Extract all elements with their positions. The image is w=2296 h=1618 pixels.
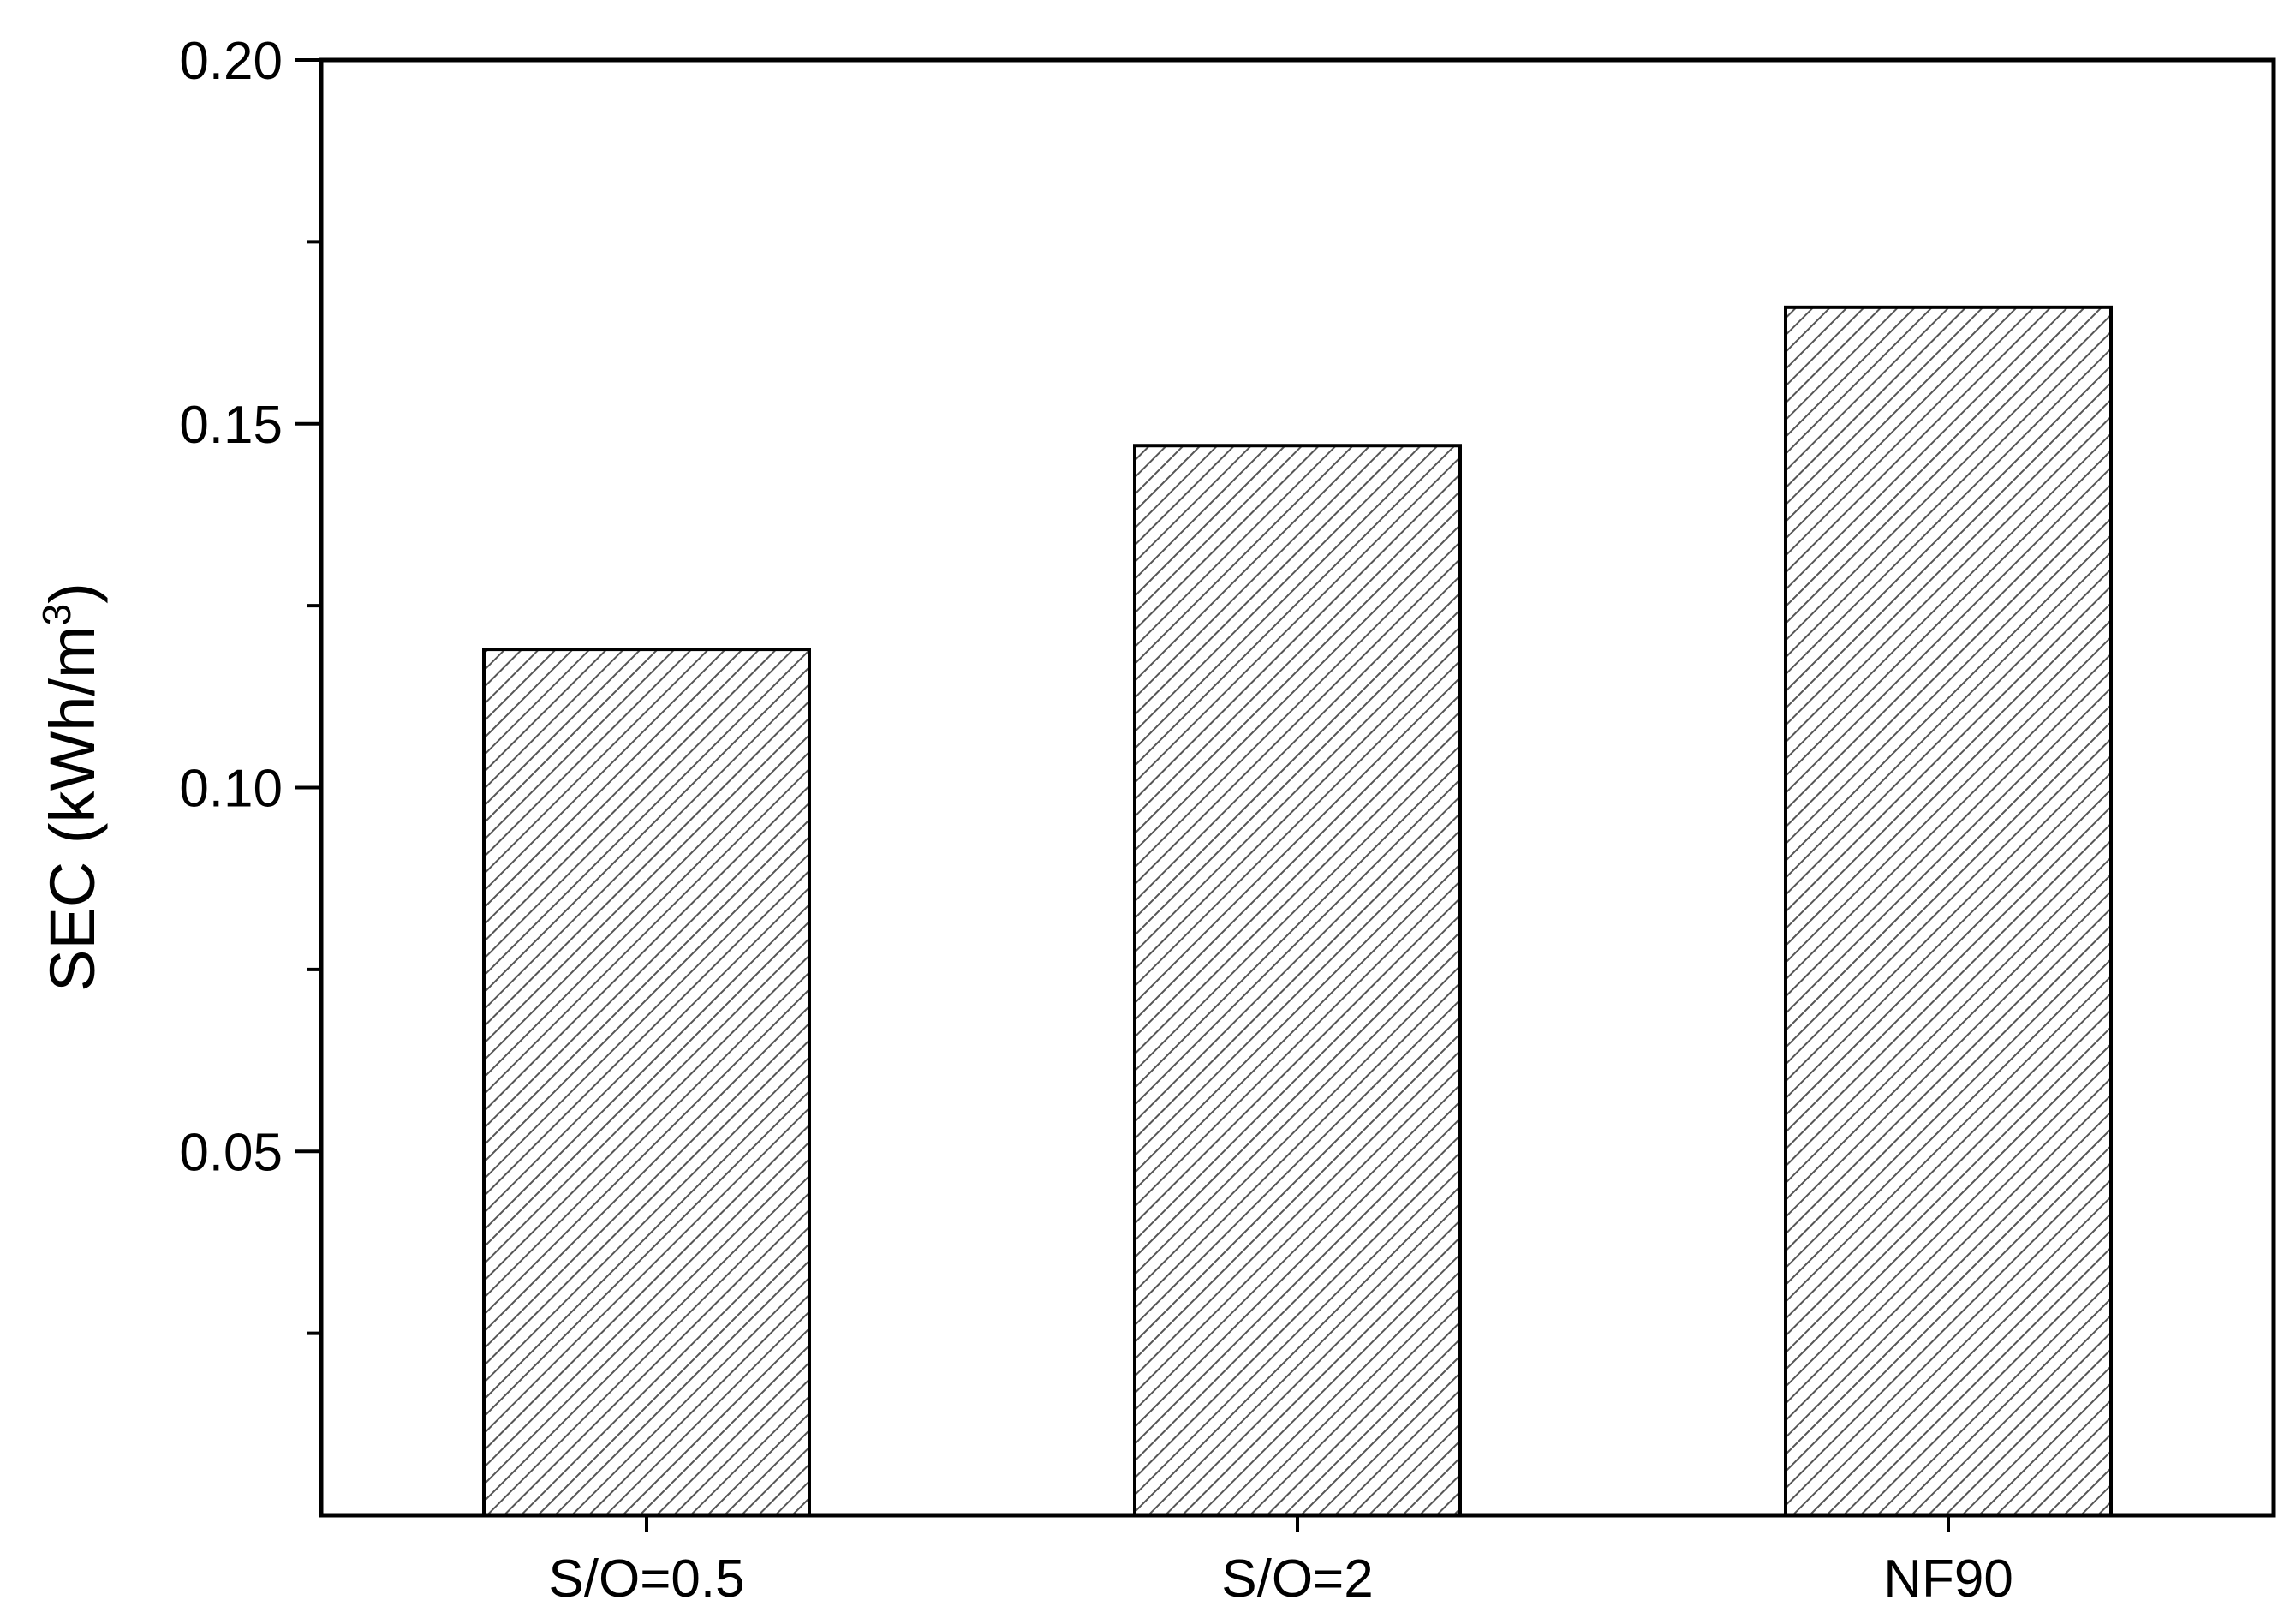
y-axis-title-superscript: 3 <box>34 604 79 626</box>
bar-s-o-2 <box>1133 444 1462 1517</box>
y-axis: 0.05 0.10 0.15 0.20 <box>179 32 321 1335</box>
x-tick-label: S/O=2 <box>1221 1549 1374 1609</box>
y-axis-title-close: ) <box>37 582 108 604</box>
bar-s-o-0-5 <box>482 648 811 1517</box>
y-axis-title-text: SEC (kWh/m <box>37 625 108 992</box>
y-axis-title: SEC (kWh/m3) <box>34 582 108 992</box>
x-axis: S/O=0.5 S/O=2 NF90 <box>548 1515 2013 1609</box>
y-tick-label: 0.15 <box>179 396 283 455</box>
x-tick-label: S/O=0.5 <box>548 1549 744 1609</box>
bar-nf90 <box>1784 305 2113 1518</box>
y-tick-label: 0.05 <box>179 1123 283 1182</box>
y-tick-label: 0.20 <box>179 32 283 91</box>
x-tick-label: NF90 <box>1883 1549 2013 1609</box>
y-tick-label: 0.10 <box>179 760 283 819</box>
bars-layer <box>482 305 2113 1518</box>
